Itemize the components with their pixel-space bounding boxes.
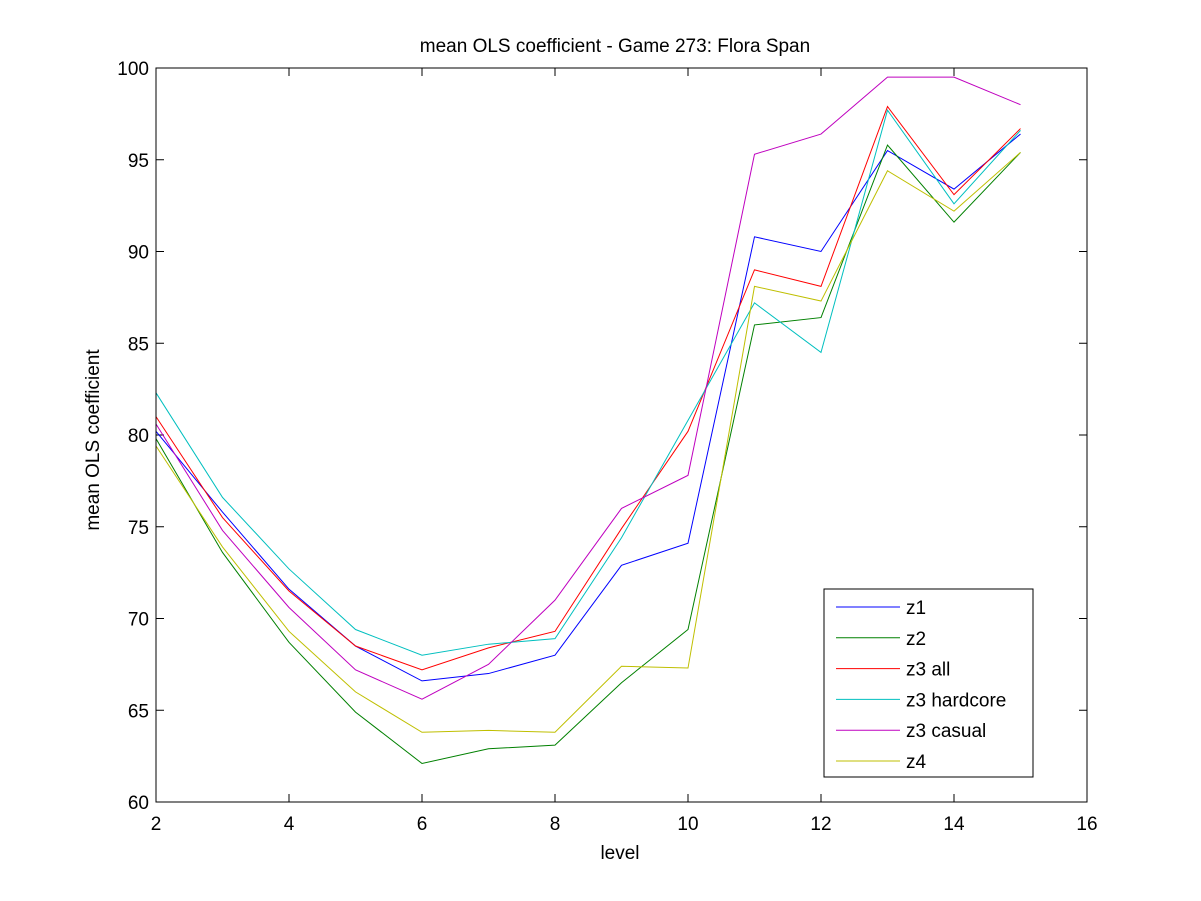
y-tick-label: 100 xyxy=(117,59,149,80)
x-axis: 2 4 6 8 10 12 14 16 xyxy=(151,68,1098,835)
x-tick-label: 8 xyxy=(550,814,561,835)
series-line-3 xyxy=(155,109,1021,656)
x-tick-label: 6 xyxy=(417,814,428,835)
legend-label: z4 xyxy=(906,752,927,773)
y-axis: 60 65 70 75 80 85 90 95 100 xyxy=(117,59,1087,814)
x-tick-label: 10 xyxy=(677,814,698,835)
series-line-5 xyxy=(155,152,1021,733)
y-tick-label: 70 xyxy=(128,610,149,631)
y-axis-label: mean OLS coefficient xyxy=(83,349,104,531)
legend-label: z3 hardcore xyxy=(906,690,1006,711)
series-lines xyxy=(155,76,1021,765)
y-tick-label: 80 xyxy=(128,426,149,447)
y-tick-label: 65 xyxy=(128,701,149,722)
plot-area-frame xyxy=(155,67,1088,803)
legend-label: z3 all xyxy=(906,660,950,681)
series-line-4 xyxy=(155,76,1021,700)
y-tick-label: 75 xyxy=(128,518,149,539)
x-tick-label: 2 xyxy=(151,814,162,835)
chart-title: mean OLS coefficient - Game 273: Flora S… xyxy=(420,36,810,57)
legend-box xyxy=(823,588,1034,778)
y-tick-label: 95 xyxy=(128,151,149,172)
legend-label: z1 xyxy=(906,598,926,619)
x-tick-label: 12 xyxy=(810,814,831,835)
series-line-1 xyxy=(155,144,1021,765)
x-tick-label: 4 xyxy=(284,814,295,835)
legend-label: z2 xyxy=(906,629,926,650)
x-tick-label: 14 xyxy=(943,814,965,835)
x-tick-label: 16 xyxy=(1076,814,1097,835)
series-line-0 xyxy=(155,133,1021,682)
y-tick-label: 60 xyxy=(128,793,149,814)
x-axis-label: level xyxy=(600,843,639,864)
legend-label: z3 casual xyxy=(906,721,986,742)
y-tick-label: 90 xyxy=(128,243,149,264)
series-line-2 xyxy=(155,105,1021,671)
legend: z1 z2 z3 all z3 hardcore z3 casual z4 xyxy=(823,588,1034,778)
y-tick-label: 85 xyxy=(128,334,149,355)
